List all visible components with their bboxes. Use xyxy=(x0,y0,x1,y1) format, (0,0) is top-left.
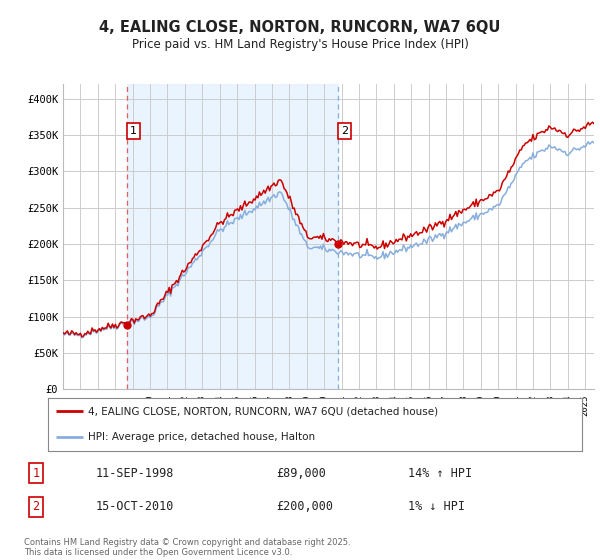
Text: 4, EALING CLOSE, NORTON, RUNCORN, WA7 6QU: 4, EALING CLOSE, NORTON, RUNCORN, WA7 6Q… xyxy=(100,20,500,35)
Text: 4, EALING CLOSE, NORTON, RUNCORN, WA7 6QU (detached house): 4, EALING CLOSE, NORTON, RUNCORN, WA7 6Q… xyxy=(88,407,438,417)
Text: 2: 2 xyxy=(32,500,40,514)
Text: Contains HM Land Registry data © Crown copyright and database right 2025.
This d: Contains HM Land Registry data © Crown c… xyxy=(24,538,350,557)
Text: 11-SEP-1998: 11-SEP-1998 xyxy=(96,466,175,480)
Text: £89,000: £89,000 xyxy=(276,466,326,480)
Bar xyxy=(127,84,338,389)
Text: 1% ↓ HPI: 1% ↓ HPI xyxy=(408,500,465,514)
Text: Price paid vs. HM Land Registry's House Price Index (HPI): Price paid vs. HM Land Registry's House … xyxy=(131,38,469,51)
Text: HPI: Average price, detached house, Halton: HPI: Average price, detached house, Halt… xyxy=(88,432,315,442)
Text: £200,000: £200,000 xyxy=(276,500,333,514)
Text: 15-OCT-2010: 15-OCT-2010 xyxy=(96,500,175,514)
Text: 1: 1 xyxy=(130,126,137,136)
Text: 14% ↑ HPI: 14% ↑ HPI xyxy=(408,466,472,480)
Text: 2: 2 xyxy=(341,126,348,136)
Text: 1: 1 xyxy=(32,466,40,480)
